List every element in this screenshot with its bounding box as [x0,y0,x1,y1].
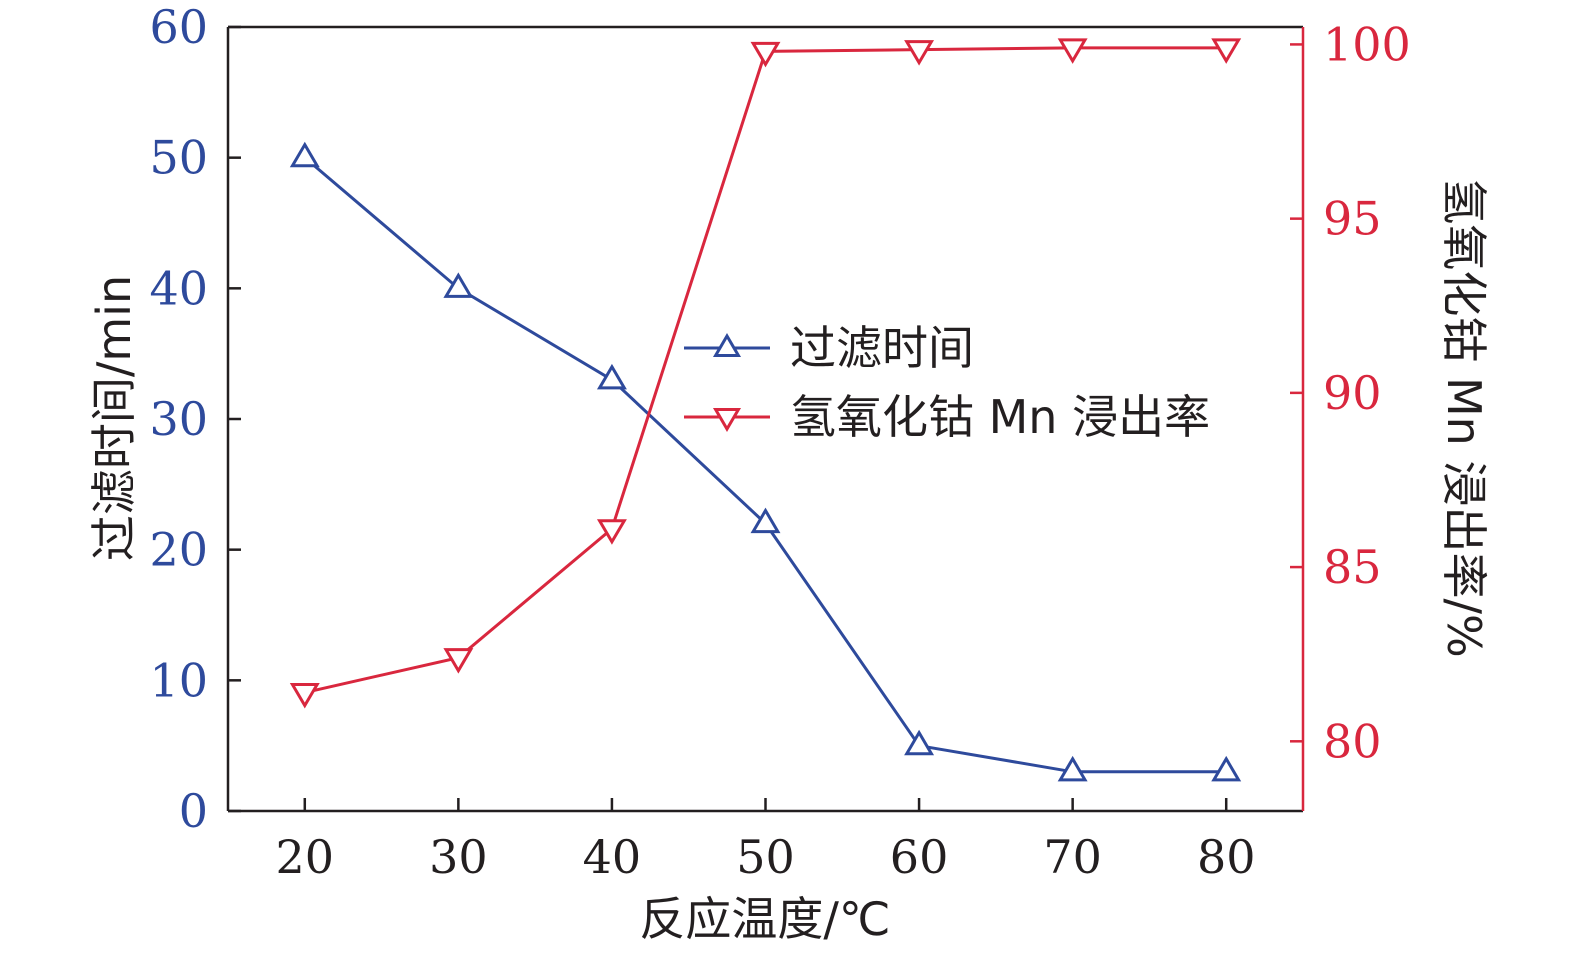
legend-marker-mn-leaching-rate [712,408,742,432]
left-y-tick-label: 30 [149,392,208,446]
data-point-filter-time [596,363,627,390]
data-point-filter-time [289,141,320,168]
x-tick-label: 20 [276,830,335,884]
series-line-mn-leaching-rate [304,46,1227,694]
x-axis-title: 反应温度/℃ [639,892,890,946]
x-tick-label: 50 [736,830,795,884]
left-y-tick-label: 40 [149,261,208,315]
right-y-tick-label: 80 [1323,714,1382,768]
data-point-mn-leaching-rate [904,40,935,66]
data-point-filter-time [1211,755,1242,782]
left-y-tick-label: 50 [149,131,208,185]
legend-label-filter-time: 过滤时间 [790,321,974,375]
legend-label-mn-leaching-rate: 氢氧化钴 Mn 浸出率 [790,390,1210,444]
left-y-tick-label: 20 [149,523,208,577]
left-y-tick-label: 0 [179,784,208,838]
left-y-tick-label: 60 [149,0,208,54]
data-point-filter-time [904,729,935,756]
x-tick-label: 80 [1197,830,1256,884]
data-point-mn-leaching-rate [289,682,320,709]
series-line-filter-time [303,156,1227,774]
series-layer [289,38,1242,782]
legend: 过滤时间 氢氧化钴 Mn 浸出率 [684,321,1210,444]
data-point-mn-leaching-rate [1211,38,1242,64]
axes-layer [226,25,1305,813]
data-point-mn-leaching-rate [596,519,627,545]
legend-marker-filter-time [712,333,742,357]
right-y-tick-label: 100 [1323,17,1411,71]
right-y-tick-label: 95 [1323,192,1382,246]
data-point-mn-leaching-rate [750,41,781,68]
right-y-tick-label: 85 [1323,540,1382,594]
x-tick-label: 60 [890,830,949,884]
left-y-tick-label: 10 [149,653,208,707]
data-point-filter-time [750,507,781,534]
left-y-axis-title: 过滤时间/min [87,275,141,561]
tick-labels-layer: 20 30 40 50 60 70 80 0 10 20 30 40 50 60 80 85 90 95 100 [149,0,1410,884]
data-point-filter-time [443,272,474,298]
right-y-tick-label: 90 [1323,366,1382,420]
data-point-mn-leaching-rate [1057,38,1088,64]
x-tick-label: 30 [429,830,488,884]
data-point-filter-time [1057,755,1088,782]
right-y-axis-title: 氢氧化钴 Mn 浸出率/% [1437,178,1491,657]
data-point-mn-leaching-rate [443,648,474,674]
x-tick-label: 70 [1043,830,1102,884]
x-tick-label: 40 [583,830,642,884]
